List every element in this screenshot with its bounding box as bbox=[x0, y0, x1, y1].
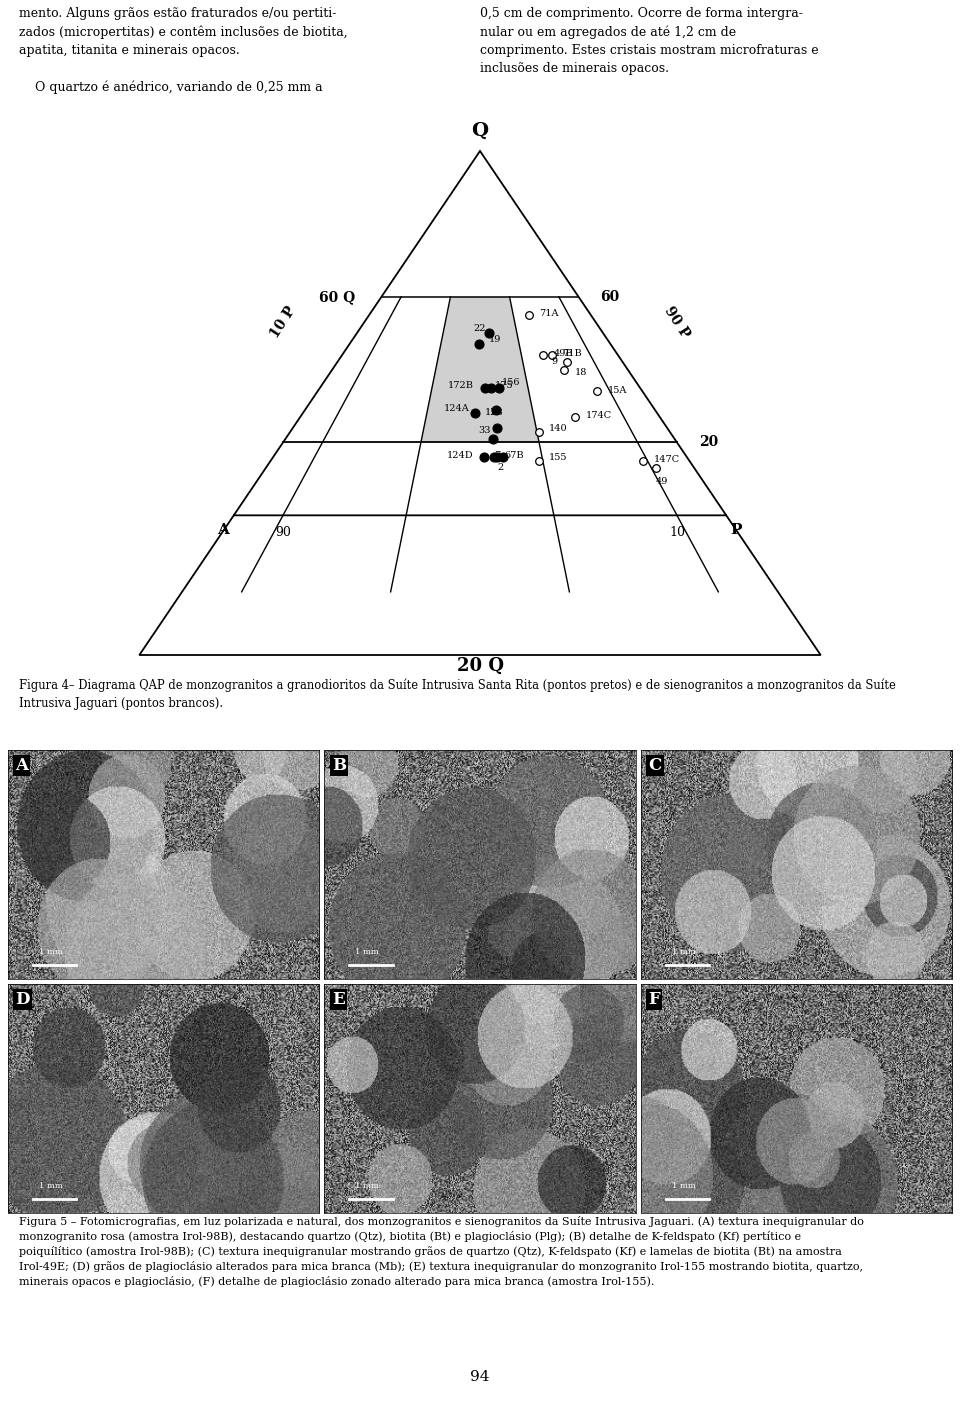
Text: 0,5 cm de comprimento. Ocorre de forma intergra-
nular ou em agregados de até 1,: 0,5 cm de comprimento. Ocorre de forma i… bbox=[480, 7, 819, 74]
Text: 15A: 15A bbox=[608, 386, 627, 395]
Text: F: F bbox=[648, 991, 660, 1008]
Text: A: A bbox=[218, 523, 229, 537]
Text: 19: 19 bbox=[489, 335, 501, 345]
Text: 49: 49 bbox=[656, 477, 668, 486]
Text: 172B: 172B bbox=[447, 380, 473, 390]
Text: 147C: 147C bbox=[654, 456, 680, 464]
Text: 10 P: 10 P bbox=[268, 304, 299, 341]
Text: 175: 175 bbox=[495, 380, 514, 390]
Text: 1 mm: 1 mm bbox=[355, 948, 379, 956]
Text: 20 Q: 20 Q bbox=[457, 656, 503, 674]
Text: D: D bbox=[15, 991, 30, 1008]
Text: Q: Q bbox=[471, 122, 489, 140]
Text: 124A: 124A bbox=[444, 404, 469, 414]
Text: 123: 123 bbox=[485, 408, 504, 416]
Text: 1 mm: 1 mm bbox=[38, 948, 62, 956]
Text: 156: 156 bbox=[501, 379, 520, 387]
Text: 1 mm: 1 mm bbox=[355, 1182, 379, 1190]
Text: 1 mm: 1 mm bbox=[38, 1182, 62, 1190]
Text: 174C: 174C bbox=[586, 411, 612, 421]
Text: A: A bbox=[15, 757, 29, 774]
Text: 9: 9 bbox=[552, 356, 558, 366]
Text: 71A: 71A bbox=[540, 310, 559, 318]
Text: Figura 5 – Fotomicrografias, em luz polarizada e natural, dos monzogranitos e si: Figura 5 – Fotomicrografias, em luz pola… bbox=[19, 1216, 864, 1287]
Text: 49E: 49E bbox=[554, 349, 573, 359]
Text: 60: 60 bbox=[600, 290, 619, 304]
Text: 1 mm: 1 mm bbox=[672, 1182, 696, 1190]
Text: P: P bbox=[731, 523, 742, 537]
Text: Figura 4– Diagrama QAP de monzogranitos a granodioritos da Suíte Intrusiva Santa: Figura 4– Diagrama QAP de monzogranitos … bbox=[19, 679, 896, 709]
Text: 155: 155 bbox=[549, 453, 567, 463]
Text: 22: 22 bbox=[473, 324, 486, 334]
Text: 1 mm: 1 mm bbox=[672, 948, 696, 956]
Text: 124D: 124D bbox=[446, 451, 473, 460]
Text: 2: 2 bbox=[497, 463, 504, 472]
Text: 10: 10 bbox=[669, 526, 685, 540]
Text: 67B: 67B bbox=[505, 451, 524, 460]
Text: C: C bbox=[648, 757, 661, 774]
Text: 33: 33 bbox=[478, 426, 491, 435]
Text: 71B: 71B bbox=[562, 349, 582, 359]
Text: mento. Alguns grãos estão fraturados e/ou pertiti-
zados (micropertitas) e contê: mento. Alguns grãos estão fraturados e/o… bbox=[19, 7, 348, 94]
Text: 90: 90 bbox=[276, 526, 291, 540]
Text: 20: 20 bbox=[699, 436, 718, 450]
Text: 90 P: 90 P bbox=[661, 304, 692, 341]
Text: 18: 18 bbox=[575, 367, 587, 377]
Polygon shape bbox=[420, 297, 540, 443]
Text: 7: 7 bbox=[494, 451, 501, 460]
Text: 94: 94 bbox=[470, 1371, 490, 1384]
Text: 140: 140 bbox=[549, 425, 567, 433]
Text: 60 Q: 60 Q bbox=[320, 290, 355, 304]
Text: E: E bbox=[332, 991, 345, 1008]
Text: B: B bbox=[332, 757, 346, 774]
